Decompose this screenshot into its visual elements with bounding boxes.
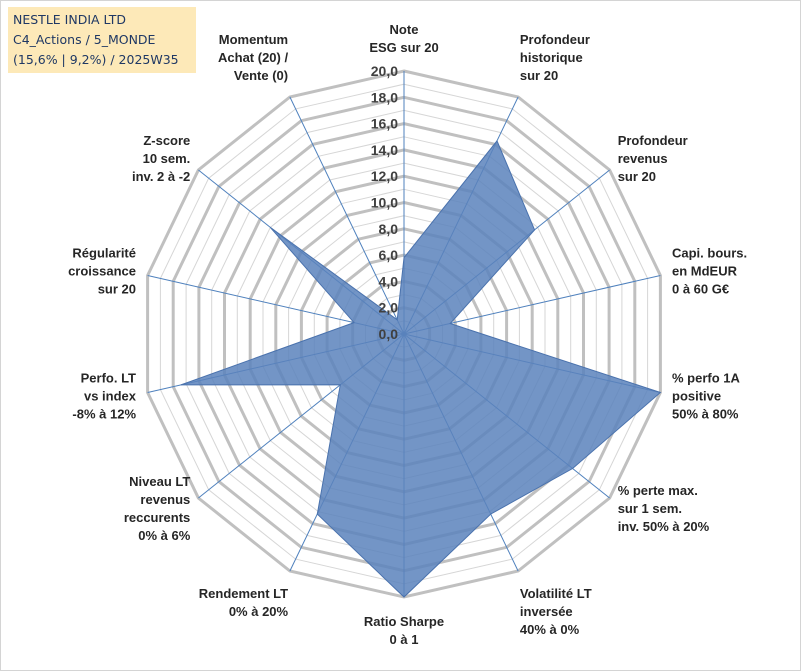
axis-tick-label: 2,0 [379, 300, 399, 316]
series-area [181, 141, 661, 597]
axis-tick-label: 10,0 [371, 195, 398, 211]
axis-tick-label: 12,0 [371, 168, 398, 184]
category-label: % perte max.sur 1 sem.inv. 50% à 20% [618, 483, 710, 534]
axis-tick-label: 4,0 [379, 273, 399, 289]
axis-tick-label: 16,0 [371, 116, 398, 132]
axis-tick-label: 14,0 [371, 142, 398, 158]
axis-tick-label: 20,0 [371, 63, 398, 79]
axis-tick-label: 8,0 [379, 221, 399, 237]
axis-tick-label: 0,0 [379, 326, 399, 342]
axis-tick-label: 18,0 [371, 89, 398, 105]
axis-tick-label: 6,0 [379, 247, 399, 263]
